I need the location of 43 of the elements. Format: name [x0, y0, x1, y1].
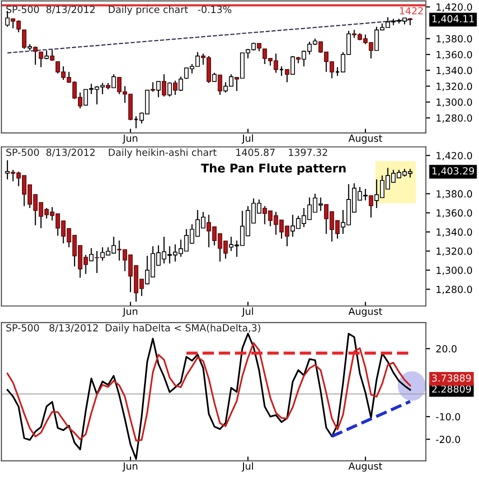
- x-tick-label: Jun: [122, 134, 138, 144]
- annotation: The Pan Flute pattern: [200, 163, 346, 175]
- annotation: 1422: [400, 7, 423, 14]
- y-tick-label: -10.0: [436, 413, 460, 420]
- candlestick: [5, 160, 10, 180]
- x-tick-label: Jul: [242, 134, 253, 144]
- text: 3.73889: [432, 374, 471, 382]
- y-tick-label: 1,360.0: [436, 209, 472, 218]
- candlestick: [178, 76, 184, 92]
- y-tick-label: 1,360.0: [436, 50, 472, 60]
- text: 1,404.11: [432, 15, 474, 24]
- x-tick-label: August: [348, 308, 382, 317]
- x-tick-label: August: [348, 462, 382, 472]
- x-tick-label: August: [348, 134, 382, 144]
- y-tick-label: 1,280.0: [436, 114, 472, 123]
- y-tick-label: 1,380.0: [436, 190, 472, 199]
- text: 1,403.29: [432, 167, 474, 176]
- y-tick-label: 1,380.0: [436, 35, 472, 44]
- candlestick: [89, 248, 94, 262]
- x-tick-label: Jul: [242, 462, 253, 472]
- y-tick-label: 20.0: [436, 345, 457, 352]
- text: 2.28809: [432, 385, 471, 393]
- x-tick-label: Jun: [122, 462, 138, 472]
- y-tick-label: 1,300.0: [436, 266, 472, 275]
- y-tick-label: 1,280.0: [436, 286, 472, 294]
- x-tick-label: Jul: [242, 307, 253, 317]
- y-tick-label: 1,320.0: [436, 82, 472, 92]
- candlestick: [167, 82, 172, 98]
- y-tick-label: 1,340.0: [436, 66, 472, 76]
- line-series: [6, 19, 411, 54]
- y-tick-label: 1,320.0: [436, 248, 472, 256]
- chart-title: SP-500 8/13/2012 Daily haDelta < SMA(haDelta,3): [6, 324, 260, 334]
- y-tick-label: 1,420.0: [436, 3, 472, 12]
- x-tick-label: Jun: [122, 308, 138, 317]
- y-tick-label: 1,420.0: [436, 152, 472, 160]
- y-tick-label: 1,300.0: [436, 98, 472, 107]
- candlestick: [156, 80, 161, 98]
- chart-title: SP-500 8/13/2012 Daily heikin-ashi chart 1405.87 1397.32: [6, 148, 328, 158]
- y-tick-label: 1,340.0: [436, 228, 472, 237]
- y-tick-label: -20.0: [436, 436, 460, 444]
- candlestick: [290, 56, 295, 75]
- candlestick: [111, 74, 116, 88]
- chart-title: SP-500 8/13/2012 Daily price chart -0.13%: [6, 6, 232, 15]
